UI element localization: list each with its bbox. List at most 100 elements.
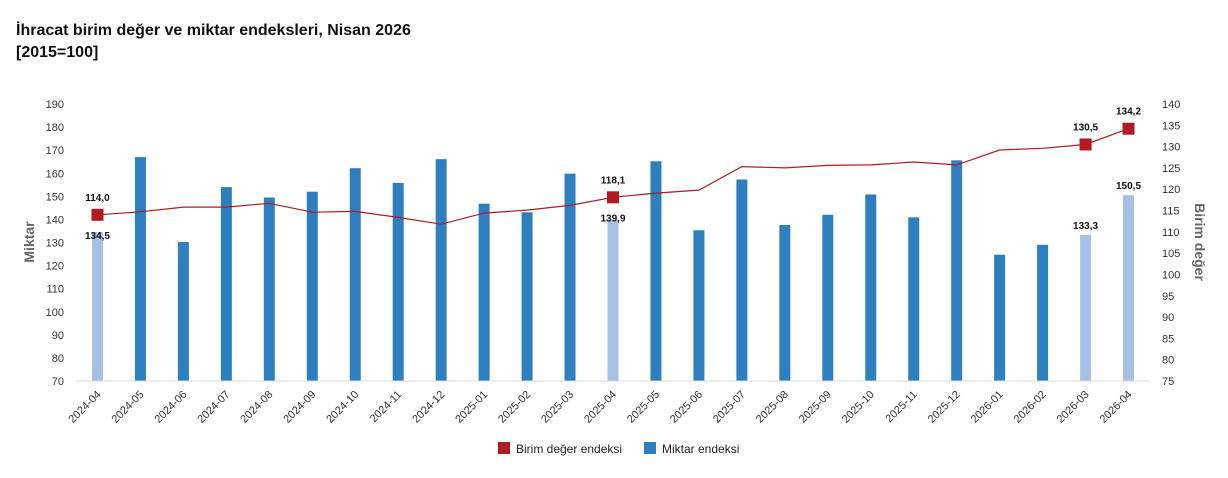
right-tick-label: 115 [1162,206,1180,218]
line-marker [607,191,619,204]
bar [1037,244,1049,381]
bar [822,214,834,381]
bar [435,159,447,381]
x-tick-label: 2024-10 [324,389,361,426]
right-tick-label: 90 [1162,312,1174,324]
data-labels: 114,0 118,1 130,5 134,2 134,5 139,9 133,3 150,5 [85,107,1142,242]
line-marker [1122,122,1135,135]
legend: Birim değer endeksi Miktar endeksi [498,442,739,456]
bar [994,254,1006,381]
x-tick-label: 2024-06 [152,389,189,426]
right-tick-label: 100 [1162,269,1180,281]
line-markers [91,122,1135,221]
x-tick-label: 2025-12 [926,389,963,426]
x-tick-label: 2025-03 [539,389,576,426]
legend-swatch-quantity [644,442,656,454]
left-tick-label: 170 [46,145,64,157]
x-tick-label: 2024-04 [67,389,104,426]
left-tick-label: 90 [52,330,64,342]
right-tick-label: 85 [1162,333,1174,345]
x-tick-label: 2025-11 [883,389,919,425]
left-axis-title: Miktar [21,221,37,263]
line-data-label: 134,2 [1116,107,1141,118]
legend-label-quantity: Miktar endeksi [662,442,739,456]
bar [220,187,232,381]
left-tick-label: 110 [46,284,64,296]
chart-title: İhracat birim değer ve miktar endeksleri… [16,22,411,39]
bar [650,161,662,381]
right-tick-label: 120 [1162,184,1180,196]
bar [865,194,877,381]
bar [693,230,705,381]
bar-data-label: 134,5 [85,231,110,242]
bar [392,182,404,381]
bar-data-label: 150,5 [1116,181,1141,192]
bar-data-label: 139,9 [600,213,625,224]
left-tick-label: 100 [46,307,64,319]
bar [779,224,791,381]
x-tick-label: 2025-10 [840,389,877,426]
legend-swatch-unit-value [498,442,510,454]
right-tick-label: 105 [1162,248,1180,260]
x-tick-label: 2024-12 [410,389,447,426]
right-tick-label: 135 [1162,120,1180,132]
bar [607,219,619,381]
x-tick-label: 2026-02 [1012,389,1049,426]
left-tick-label: 140 [46,214,64,226]
line-marker [91,208,104,221]
right-tick-label: 110 [1162,227,1180,239]
x-tick-label: 2025-04 [582,389,619,426]
line-data-label: 114,0 [85,193,110,204]
chart-subtitle: [2015=100] [16,44,99,61]
bar [263,197,275,381]
x-tick-label: 2026-04 [1098,389,1135,426]
left-tick-label: 120 [46,261,64,273]
left-tick-label: 80 [52,353,64,365]
x-tick-label: 2024-11 [368,389,404,425]
left-tick-label: 150 [46,191,64,203]
x-tick-label: 2024-08 [238,389,275,426]
right-tick-label: 95 [1162,291,1174,303]
x-tick-label: 2026-01 [969,389,1006,426]
bar [908,217,920,381]
bar [177,242,189,381]
bar-data-label: 133,3 [1073,221,1098,232]
x-tick-label: 2025-05 [625,389,662,426]
left-axis-ticks: 70 80 90 100 110 120 130 140 150 160 170 180 190 [46,99,64,388]
x-tick-label: 2025-08 [754,389,791,426]
left-tick-label: 190 [46,99,64,111]
bar [478,203,490,381]
bar [564,173,576,381]
bar [1123,195,1135,381]
left-tick-label: 130 [46,238,64,250]
line-data-label: 130,5 [1073,122,1098,133]
left-tick-label: 70 [52,376,64,388]
right-tick-label: 125 [1162,163,1180,175]
bar [134,157,146,381]
x-tick-label: 2025-07 [711,389,748,426]
x-axis-labels: 2024-04 2024-05 2024-06 2024-07 2024-08 2024-… [67,389,1135,426]
x-tick-label: 2026-03 [1055,389,1092,426]
bar [91,232,103,381]
right-tick-label: 75 [1162,376,1174,388]
x-tick-label: 2025-02 [496,389,533,426]
left-tick-label: 160 [46,168,64,180]
bar [349,168,361,381]
bar [521,212,533,381]
x-tick-label: 2024-09 [281,389,318,426]
right-tick-label: 80 [1162,355,1174,367]
line-data-label: 118,1 [601,175,626,186]
right-tick-label: 140 [1162,99,1180,111]
bar [1080,234,1092,381]
bar [306,191,318,381]
bar-series [91,157,1135,381]
left-tick-label: 180 [46,122,64,134]
x-tick-label: 2024-07 [195,389,232,426]
right-axis-title: Birim değer [1192,203,1208,281]
x-tick-label: 2025-06 [668,389,705,426]
bar [951,160,963,381]
title-block: İhracat birim değer ve miktar endeksleri… [16,20,411,64]
legend-label-unit-value: Birim değer endeksi [516,442,622,456]
x-tick-label: 2024-05 [110,389,147,426]
